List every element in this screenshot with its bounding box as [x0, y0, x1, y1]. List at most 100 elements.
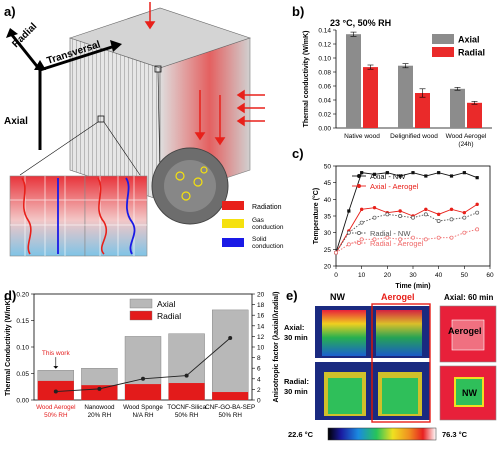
chart-c-ytick-label: 35 — [324, 214, 332, 221]
chart-c-point — [334, 250, 338, 255]
wood-block-illustration — [19, 2, 265, 201]
chart-c-point — [398, 174, 402, 178]
chart-d-annotation: This work — [42, 350, 71, 357]
chart-c-ytick-label: 40 — [324, 197, 332, 204]
chart-c-ylabel: Temperature (°C) — [312, 188, 320, 244]
chart-b-legend-label: Radial — [458, 48, 485, 58]
chart-d-ytick-label: 0.05 — [16, 371, 29, 378]
chart-b-bar-axial — [450, 88, 465, 128]
chart-d-y2tick-label: 4 — [257, 376, 261, 383]
inset-label-nw: NW — [462, 388, 477, 398]
chart-c-xtick-label: 40 — [435, 272, 443, 279]
panel-b-letter: b) — [292, 4, 304, 19]
chart-b-category-label: (24h) — [458, 141, 473, 148]
chart-c-point — [385, 235, 390, 240]
chart-c-xtick-label: 60 — [486, 272, 494, 279]
chart-c-ytick-label: 25 — [324, 247, 332, 254]
chart-c-xtick-label: 20 — [384, 272, 392, 279]
chart-c-point — [423, 212, 428, 217]
chart-c-xtick-label: 50 — [461, 272, 469, 279]
chart-c-point — [449, 174, 454, 178]
chart-c-point — [436, 219, 441, 223]
chart-c-point — [411, 235, 415, 240]
thermal-row-radial-time: 30 min — [284, 387, 308, 396]
axis-arrows — [6, 28, 122, 150]
chart-d: 0.00 0.05 0.10 0.15 0.20 0 2 4 6 8 10 12 14 16 18 20 The… — [5, 292, 280, 420]
chart-d-y2tick-label: 2 — [257, 387, 261, 394]
aerogel-highlight-box — [371, 303, 431, 423]
chart-b: 0.00 0.02 0.04 0.06 0.08 0.10 0.12 0.14 Thermal … — [303, 28, 492, 148]
chart-b-bar-radial — [467, 102, 482, 128]
chart-d-aniso-point — [141, 376, 145, 381]
chart-c-line-1 — [335, 203, 478, 253]
chart-c-point — [372, 215, 377, 220]
panel-e-letter: e) — [286, 288, 298, 303]
chart-d-bar-radial — [125, 384, 161, 400]
chart-c-line-2 — [335, 212, 478, 253]
chart-c-legend-marker — [357, 241, 361, 245]
chart-b-ytick-label: 0.14 — [318, 28, 331, 35]
chart-d-ytick-label: 0.20 — [16, 292, 29, 299]
chart-d-subcategory-label: 50% RH — [44, 412, 68, 419]
chart-b-bar-axial — [346, 34, 361, 129]
scale-min-label: 22.6 °C — [288, 430, 314, 439]
chart-b-legend-swatch — [432, 34, 454, 44]
chart-c-point — [462, 171, 466, 175]
chart-b-category-label: Wood Aerogel — [446, 133, 487, 140]
legend-label-gas: Gas conduction — [252, 217, 284, 231]
thermal-col-aerogel: Aerogel — [381, 292, 415, 302]
chart-c-point — [475, 227, 480, 232]
chart-d-aniso-point — [97, 386, 102, 391]
chart-d-y2tick-label: 8 — [257, 355, 261, 362]
chart-b-bar-radial — [363, 67, 378, 128]
chart-d-category-label: Nanowood — [84, 404, 115, 411]
chart-c-legend-marker — [357, 231, 361, 235]
chart-d-y2label: Anisotropic factor (λaxial/λradial) — [272, 292, 280, 403]
chart-c-legend-marker — [357, 184, 361, 188]
chart-d-bar-radial — [168, 383, 205, 400]
chart-c-point — [475, 176, 479, 180]
chart-c-point — [385, 171, 389, 175]
chart-c-xtick-label: 30 — [409, 272, 417, 279]
chart-d-category-label: Wood Sponge — [123, 404, 163, 411]
chart-d-aniso-point — [184, 373, 189, 378]
panel-a-letter: a) — [4, 4, 16, 19]
chart-b-ytick-label: 0.12 — [318, 42, 331, 49]
chart-d-subcategory-label: N/A RH — [133, 412, 154, 419]
chart-d-aniso-point — [53, 389, 58, 394]
chart-c-point — [372, 237, 377, 242]
thermal-row-radial: Radial: — [284, 377, 309, 386]
chart-d-legend-label: Radial — [157, 311, 181, 321]
chart-c-point — [475, 210, 480, 215]
chart-c-point — [346, 242, 351, 247]
temperature-color-scale — [327, 427, 437, 441]
chart-c-legend-label: Radial - NW — [370, 229, 411, 238]
chart-c-point — [437, 171, 441, 175]
chart-b-bar-radial — [415, 93, 430, 128]
legend-label-solid: Solid conduction — [252, 236, 284, 250]
chart-b-legend-label: Axial — [458, 35, 480, 45]
chart-d-category-label: TOCNF-Silica — [167, 404, 206, 411]
chart-c-point — [398, 237, 403, 242]
chart-c-point — [424, 207, 428, 212]
chart-c-point — [475, 202, 479, 207]
chart-d-legend-swatch — [129, 298, 153, 309]
scale-max-label: 76.3 °C — [442, 430, 468, 439]
chart-c-legend-label: Axial - NW — [370, 172, 406, 181]
chart-d-y2tick-label: 14 — [257, 323, 265, 330]
chart-c-point — [449, 235, 454, 240]
chart-b-bar-axial — [398, 65, 413, 128]
chart-c-point — [360, 171, 364, 175]
chart-b-category-label: Native wood — [344, 133, 380, 140]
inset-label-aerogel: Aerogel — [448, 326, 482, 336]
legend-label-radiation: Radiation — [252, 204, 282, 211]
chart-c-point — [398, 209, 402, 213]
chart-d-aniso-point — [228, 335, 233, 340]
chart-b-ytick-label: 0.00 — [318, 126, 331, 133]
chart-b-category-label: Delignified wood — [390, 133, 438, 140]
chart-d-y2tick-label: 6 — [257, 366, 261, 373]
panel-e: e) NW Aerogel Axial: 60 min Axial: 30 mi… — [284, 288, 497, 441]
cell-magnification — [9, 147, 229, 257]
